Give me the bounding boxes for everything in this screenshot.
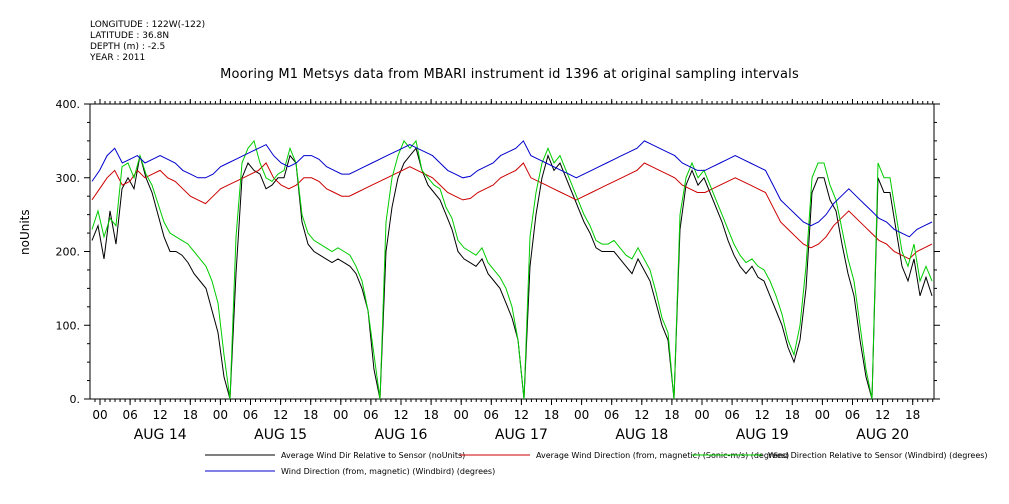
x-hour-label: 18 xyxy=(785,408,800,422)
x-hour-label: 00 xyxy=(213,408,228,422)
x-hour-label: 18 xyxy=(544,408,559,422)
x-hour-label: 06 xyxy=(484,408,499,422)
x-day-label: AUG 17 xyxy=(495,427,548,443)
depth-text: DEPTH (m) : -2.5 xyxy=(90,42,166,52)
y-tick-label: 300. xyxy=(56,172,81,185)
x-hour-label: 12 xyxy=(634,408,649,422)
x-hour-label: 06 xyxy=(724,408,739,422)
x-hour-label: 00 xyxy=(574,408,589,422)
x-hour-label: 12 xyxy=(273,408,288,422)
x-hour-label: 12 xyxy=(875,408,890,422)
x-hour-label: 06 xyxy=(122,408,137,422)
chart-title: Mooring M1 Metsys data from MBARI instru… xyxy=(220,67,799,82)
x-hour-label: 06 xyxy=(363,408,378,422)
x-hour-label: 06 xyxy=(243,408,258,422)
legend-label-2: Average Wind Direction (from, magnetic) … xyxy=(536,451,789,460)
x-hour-label: 00 xyxy=(333,408,348,422)
x-hour-label: 18 xyxy=(905,408,920,422)
y-tick-label: 100. xyxy=(56,319,81,332)
x-hour-label: 00 xyxy=(92,408,107,422)
x-hour-label: 18 xyxy=(183,408,198,422)
x-hour-label: 18 xyxy=(664,408,679,422)
x-day-label: AUG 18 xyxy=(615,427,668,443)
legend-label-4: Wind Direction (from, magnetic) (Windbir… xyxy=(281,467,495,476)
x-day-label: AUG 19 xyxy=(736,427,789,443)
x-hour-label: 12 xyxy=(153,408,168,422)
x-hour-label: 06 xyxy=(604,408,619,422)
year-text: YEAR : 2011 xyxy=(90,53,146,63)
y-tick-label: 200. xyxy=(56,246,81,259)
series-line-4 xyxy=(91,140,933,238)
x-hour-label: 00 xyxy=(694,408,709,422)
series-line-3 xyxy=(91,139,933,400)
x-hour-label: 00 xyxy=(815,408,830,422)
legend-label-3: Wind Direction Relative to Sensor (Windb… xyxy=(768,451,988,460)
latitude-text: LATITUDE : 36.8N xyxy=(90,31,170,41)
x-day-label: AUG 14 xyxy=(134,427,187,443)
y-tick-label: 400. xyxy=(56,98,81,111)
y-tick-label: 0. xyxy=(70,393,81,406)
x-day-label: AUG 16 xyxy=(375,427,428,443)
x-hour-label: 12 xyxy=(514,408,529,422)
legend-label-1: Average Wind Dir Relative to Sensor (noU… xyxy=(281,451,465,460)
x-hour-label: 12 xyxy=(393,408,408,422)
series-line-1 xyxy=(91,147,933,400)
longitude-text: LONGITUDE : 122W(-122) xyxy=(90,20,206,30)
series-line-2 xyxy=(91,162,933,260)
metadata-header: LONGITUDE : 122W(-122) LATITUDE : 36.8N … xyxy=(90,20,205,64)
x-hour-label: 18 xyxy=(303,408,318,422)
x-day-label: AUG 15 xyxy=(254,427,307,443)
x-hour-label: 00 xyxy=(454,408,469,422)
x-hour-label: 12 xyxy=(755,408,770,422)
x-hour-label: 06 xyxy=(845,408,860,422)
x-day-label: AUG 20 xyxy=(856,427,909,443)
x-hour-label: 18 xyxy=(423,408,438,422)
